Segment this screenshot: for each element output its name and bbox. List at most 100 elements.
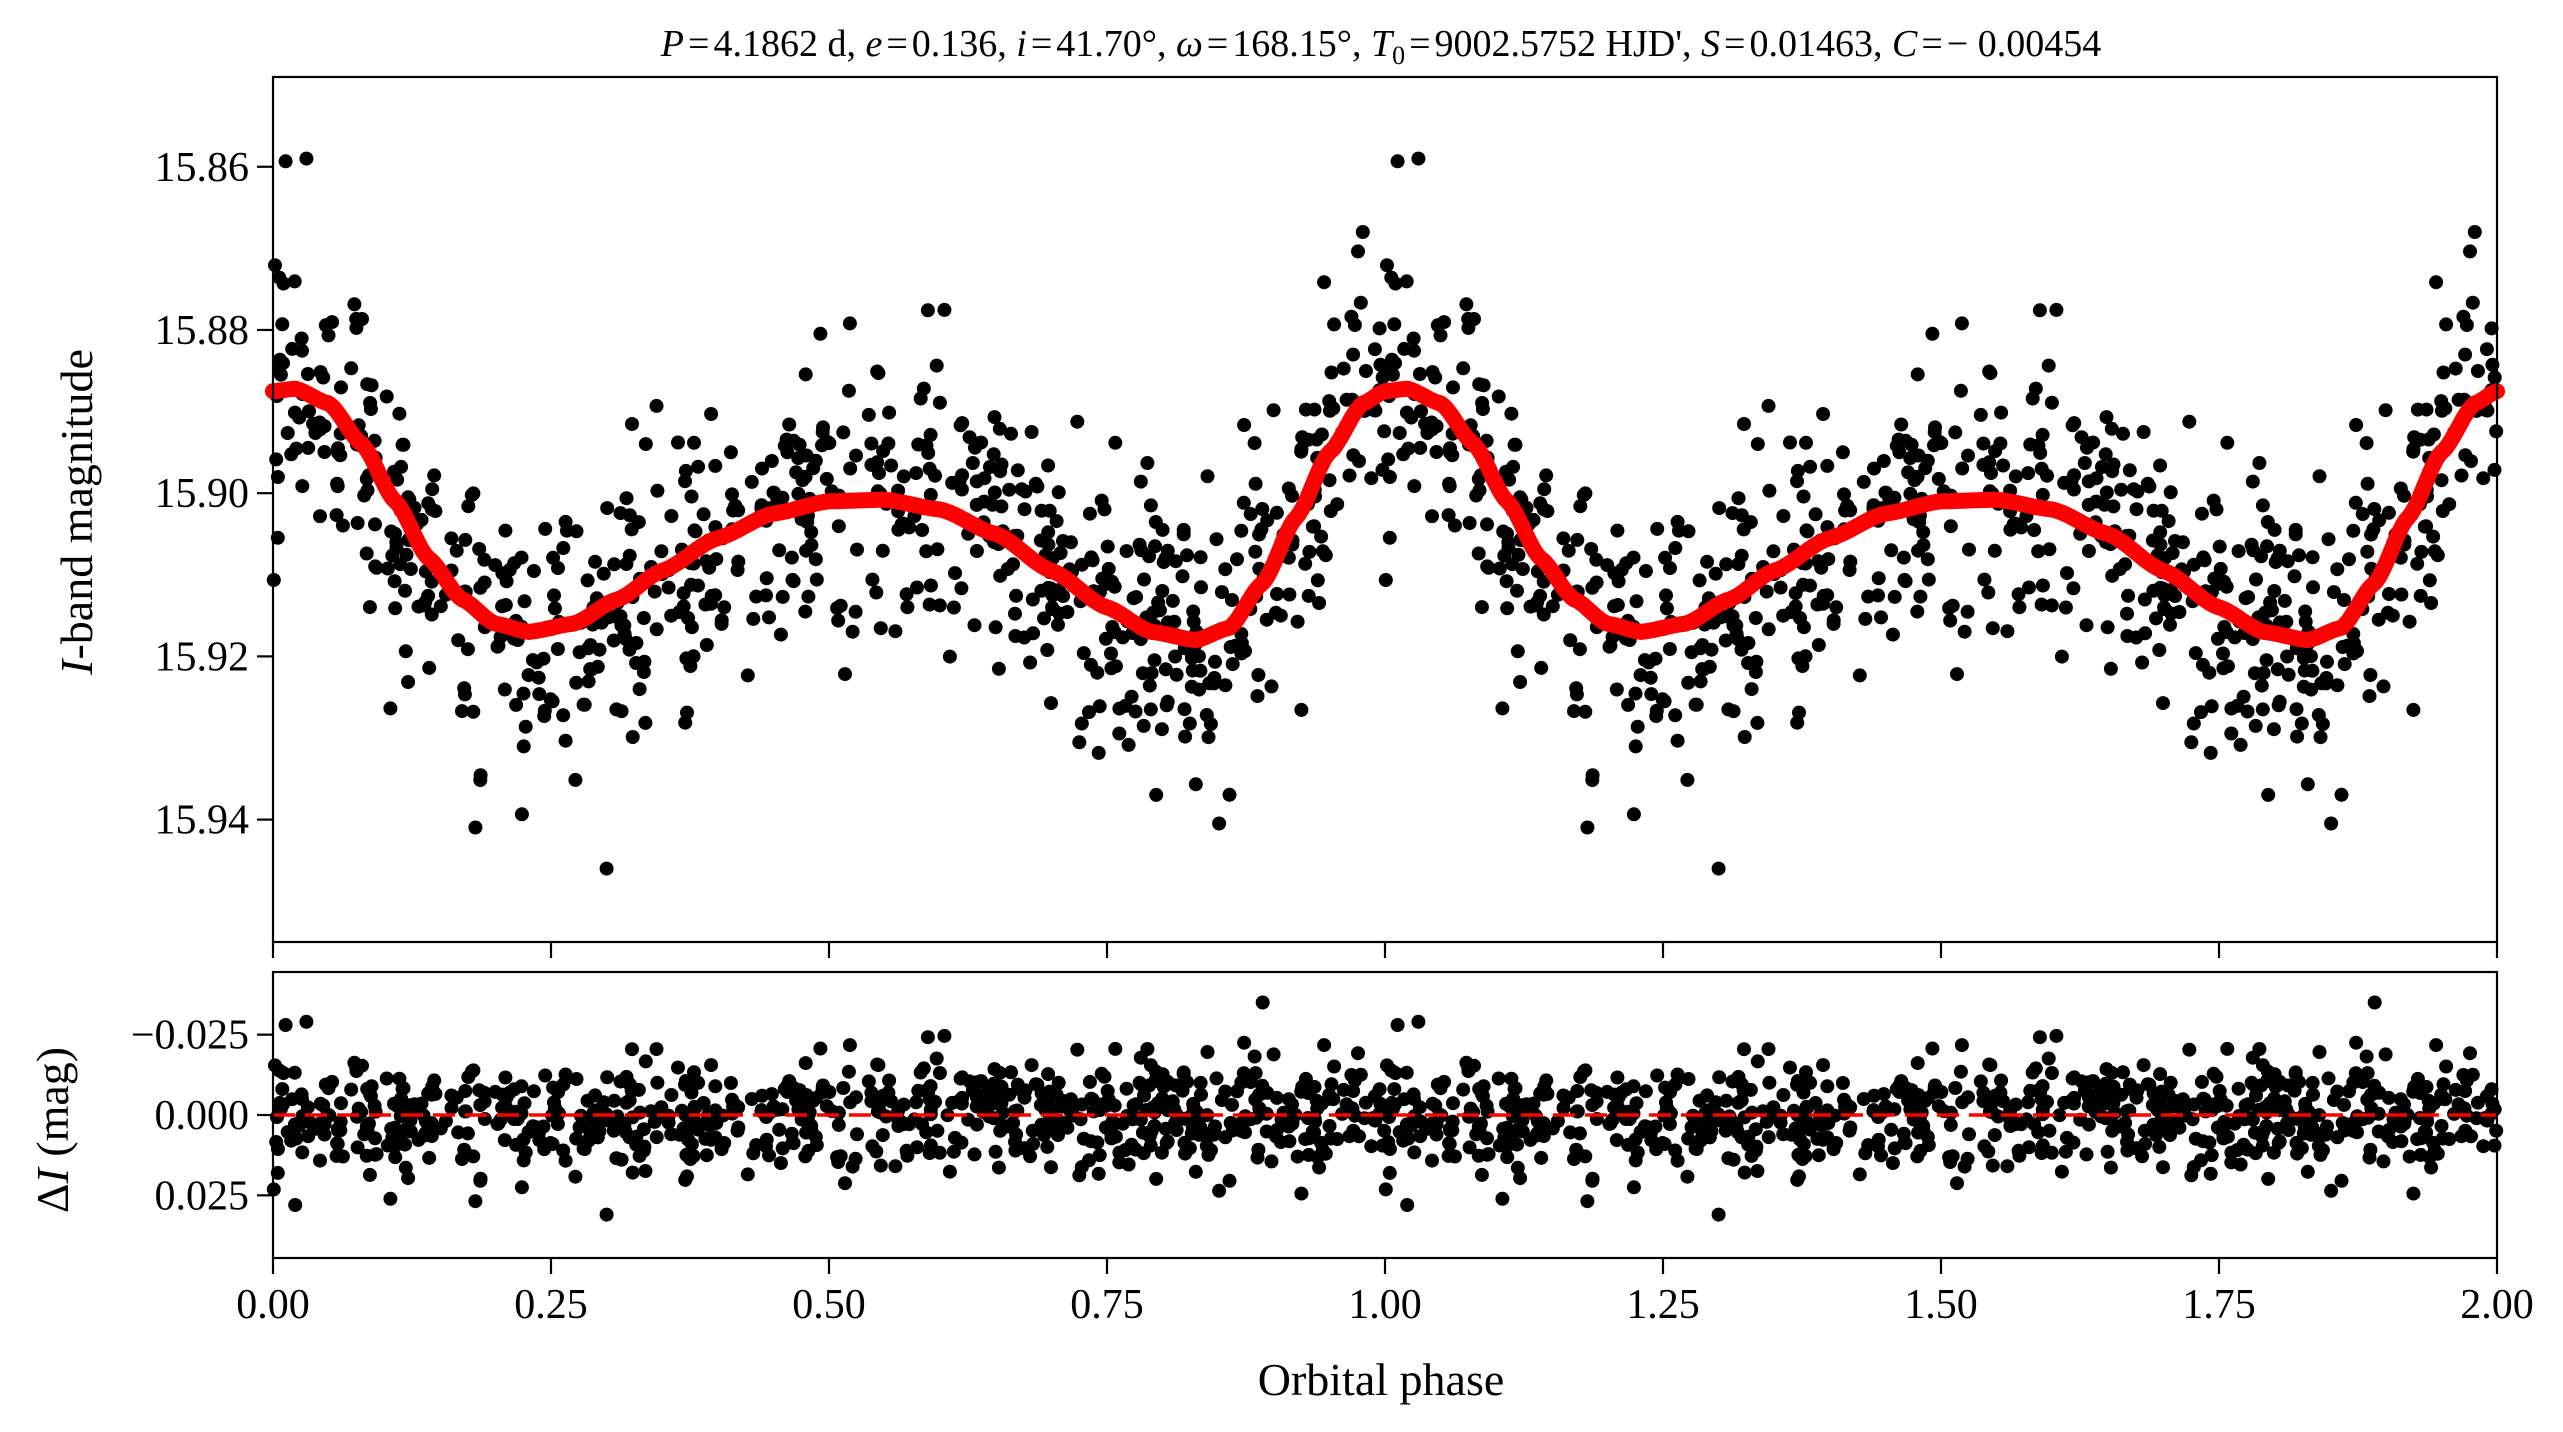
observation-point <box>1957 624 1972 639</box>
observation-point <box>398 583 412 598</box>
residual-point <box>2011 1143 2026 1158</box>
residual-point <box>270 1165 285 1180</box>
observation-point <box>725 487 739 502</box>
observation-point <box>1243 507 1258 521</box>
observation-point <box>1234 523 1249 538</box>
residual-point <box>2366 1086 2381 1101</box>
residual-point <box>473 1173 488 1188</box>
observation-point <box>780 445 795 460</box>
observation-point <box>766 485 781 500</box>
observation-point <box>2410 556 2425 571</box>
residual-point <box>1129 1097 1144 1112</box>
observation-point <box>664 509 679 523</box>
observation-point <box>1898 433 1913 448</box>
observation-point <box>1748 665 1763 680</box>
residual-point <box>875 1128 890 1143</box>
observation-point <box>869 585 884 600</box>
observation-point <box>1987 543 2002 558</box>
residual-point <box>1442 1136 1457 1151</box>
observation-point <box>1981 585 1996 600</box>
residual-point <box>1353 1067 1368 1082</box>
residual-point <box>2484 1082 2499 1097</box>
residual-point <box>1407 1092 1421 1107</box>
observation-point <box>1282 587 1297 602</box>
observation-point <box>464 488 479 503</box>
observation-point <box>518 719 533 734</box>
observation-point <box>2337 593 2351 607</box>
residual-point <box>529 1120 544 1135</box>
observation-point <box>538 521 553 536</box>
residual-point <box>1737 1165 1752 1180</box>
observation-point <box>1610 523 1625 538</box>
observation-point <box>1200 469 1215 484</box>
residual-point <box>746 1146 761 1161</box>
observation-point <box>1201 730 1216 745</box>
residual-point <box>2419 1080 2434 1094</box>
observation-point <box>1910 367 1925 382</box>
residual-point <box>1479 1098 1494 1113</box>
observation-point <box>1024 425 1039 439</box>
observation-point <box>2436 365 2451 380</box>
residual-point <box>2429 1038 2444 1053</box>
observation-point <box>2027 523 2042 537</box>
residual-point <box>2194 1074 2209 1089</box>
observation-point <box>1500 601 1515 616</box>
x-tick-label: 1.75 <box>2182 1282 2256 1328</box>
observation-point <box>1927 425 1942 440</box>
residual-point <box>1243 1075 1258 1090</box>
observation-point <box>1843 503 1858 518</box>
observation-point <box>1920 552 1935 567</box>
residual-point <box>388 1120 402 1135</box>
observation-point <box>875 543 890 558</box>
observation-point <box>698 597 713 612</box>
residual-point <box>723 1076 738 1090</box>
residual-point <box>1380 1058 1394 1073</box>
residual-point <box>1194 1087 1208 1102</box>
observation-point <box>2465 295 2480 310</box>
observation-point <box>2035 578 2050 593</box>
observation-point <box>514 807 529 822</box>
observation-point <box>1154 722 1169 737</box>
observation-point <box>1188 777 1203 792</box>
observation-point <box>2058 600 2073 615</box>
residual-point <box>1885 1156 1900 1171</box>
residual-point <box>2241 1097 2256 1112</box>
residual-point <box>2118 1116 2133 1130</box>
observation-point <box>2313 730 2328 745</box>
residual-point <box>351 1101 366 1116</box>
residual-point <box>299 1014 314 1029</box>
observation-point <box>1792 705 1806 720</box>
observation-point <box>647 584 662 599</box>
residual-point <box>624 1083 639 1098</box>
observation-point <box>318 318 333 333</box>
observation-point <box>1749 654 1764 669</box>
residual-point <box>1762 1075 1777 1090</box>
observation-point <box>1112 726 1127 741</box>
observation-point <box>1671 523 1686 538</box>
residual-point <box>1712 1070 1727 1085</box>
observation-point <box>498 523 513 538</box>
observation-point <box>1248 476 1263 491</box>
observation-point <box>1194 580 1208 595</box>
residual-point <box>786 1136 801 1151</box>
observation-point <box>680 705 694 720</box>
observation-point <box>2249 572 2263 587</box>
observation-point <box>273 367 288 382</box>
observation-point <box>625 417 639 431</box>
observation-point <box>1721 702 1736 717</box>
observation-point <box>1912 515 1927 530</box>
observation-point <box>1976 436 1991 451</box>
residual-point <box>1222 1173 1237 1188</box>
residual-point <box>2442 1132 2457 1146</box>
observation-point <box>849 448 863 463</box>
observation-point <box>1480 517 1494 532</box>
observation-point <box>380 561 395 576</box>
residual-point <box>1567 1152 1581 1166</box>
residual-point <box>2126 1083 2141 1098</box>
observation-point <box>1053 586 1068 601</box>
observation-point <box>1385 367 1400 382</box>
observation-point <box>782 417 797 432</box>
observation-point <box>2280 649 2295 664</box>
residual-point <box>1002 1087 1017 1102</box>
observation-point <box>369 560 384 575</box>
